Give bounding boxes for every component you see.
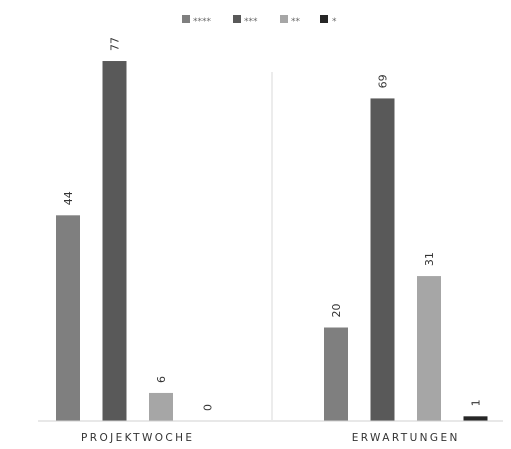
- legend-label-3: **: [291, 17, 301, 27]
- value-labels-group: 44 77 6 0 20 69 31 1: [62, 37, 483, 411]
- chart-legend: **** *** ** *: [182, 15, 337, 27]
- value-label-erwartungen-series-1: 20: [330, 304, 343, 318]
- legend-swatch-2: [233, 15, 241, 23]
- legend-swatch-1: [182, 15, 190, 23]
- legend-swatch-3: [280, 15, 288, 23]
- bar-erwartungen-series-4: [463, 416, 488, 421]
- bars-group: [56, 61, 488, 422]
- value-label-projektwoche-series-3: 6: [155, 376, 168, 383]
- bar-projektwoche-series-1: [56, 215, 80, 421]
- category-labels-group: PROJEKTWOCHE ERWARTUNGEN: [81, 432, 460, 444]
- value-label-erwartungen-series-4: 1: [470, 399, 483, 406]
- legend-label-2: ***: [244, 17, 258, 27]
- bar-projektwoche-series-3: [149, 392, 173, 421]
- value-label-projektwoche-series-4: 0: [202, 404, 215, 411]
- value-label-erwartungen-series-2: 69: [377, 74, 390, 88]
- legend-label-1: ****: [193, 17, 212, 27]
- legend-swatch-4: [320, 15, 328, 23]
- value-label-projektwoche-series-1: 44: [62, 191, 75, 205]
- category-label-projektwoche: PROJEKTWOCHE: [81, 432, 194, 444]
- bar-erwartungen-series-3: [417, 276, 441, 421]
- bar-erwartungen-series-1: [324, 327, 348, 421]
- bar-projektwoche-series-2: [102, 61, 127, 422]
- category-label-erwartungen: ERWARTUNGEN: [352, 432, 460, 444]
- value-label-projektwoche-series-2: 77: [109, 37, 122, 51]
- value-label-erwartungen-series-3: 31: [423, 252, 436, 266]
- bar-erwartungen-series-2: [370, 98, 395, 422]
- legend-label-4: *: [332, 17, 337, 27]
